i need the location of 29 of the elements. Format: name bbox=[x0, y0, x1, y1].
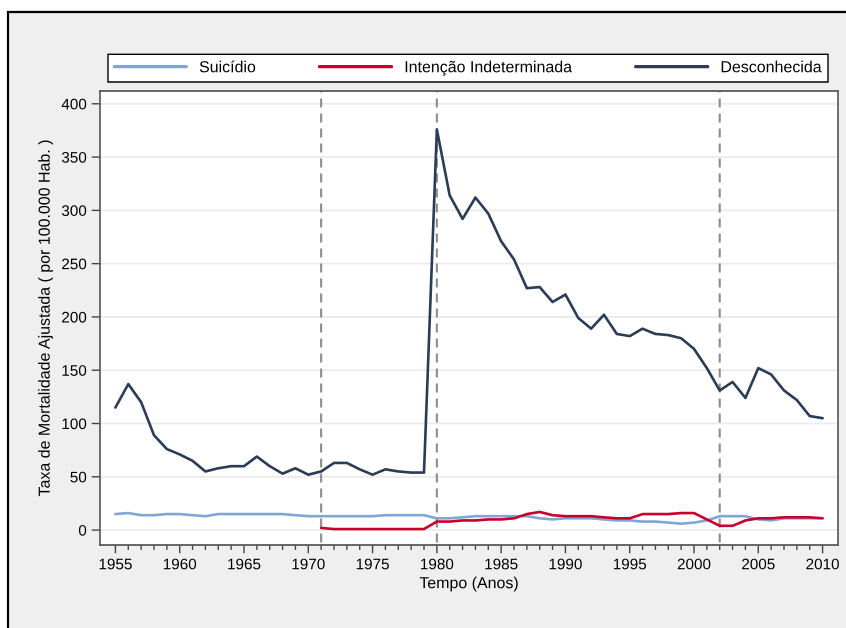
x-tick-label: 1985 bbox=[485, 558, 518, 570]
x-tick-label: 1980 bbox=[421, 558, 454, 570]
x-tick-label: 2005 bbox=[742, 558, 775, 570]
y-tick-label: 50 bbox=[70, 472, 86, 482]
line-series bbox=[320, 510, 824, 530]
y-tick-label: 100 bbox=[62, 418, 86, 430]
y-tick-label: 200 bbox=[62, 312, 86, 323]
y-tick-label: 150 bbox=[62, 365, 86, 376]
legend-label: Suicídio bbox=[200, 60, 256, 72]
y-tick-label: 0 bbox=[78, 524, 86, 536]
y-axis-title: Taxa de Mortalidade Ajustada ( por 100.000 Hab. ) bbox=[38, 140, 53, 496]
x-tick-label: 1990 bbox=[550, 558, 582, 570]
x-axis-title: Tempo (Anos) bbox=[420, 576, 518, 592]
y-tick-label: 250 bbox=[62, 258, 86, 270]
legend-label: Desconhecida bbox=[722, 60, 822, 72]
x-tick-label: 2010 bbox=[806, 558, 839, 570]
y-tick-label: 350 bbox=[62, 152, 86, 163]
x-tick-label: 1965 bbox=[228, 558, 260, 570]
x-tick-label: 1955 bbox=[100, 558, 132, 570]
x-tick-label: 2000 bbox=[678, 558, 710, 570]
line-series bbox=[114, 128, 824, 476]
x-tick-label: 1960 bbox=[164, 558, 196, 570]
x-tick-label: 1970 bbox=[292, 558, 325, 570]
legend-label: Intenção Indeterminada bbox=[406, 60, 572, 76]
y-tick-label: 400 bbox=[62, 98, 86, 110]
line-series bbox=[114, 512, 824, 526]
x-tick-label: 1975 bbox=[356, 558, 389, 570]
y-tick-label: 300 bbox=[62, 205, 86, 216]
x-tick-label: 1995 bbox=[614, 558, 646, 570]
